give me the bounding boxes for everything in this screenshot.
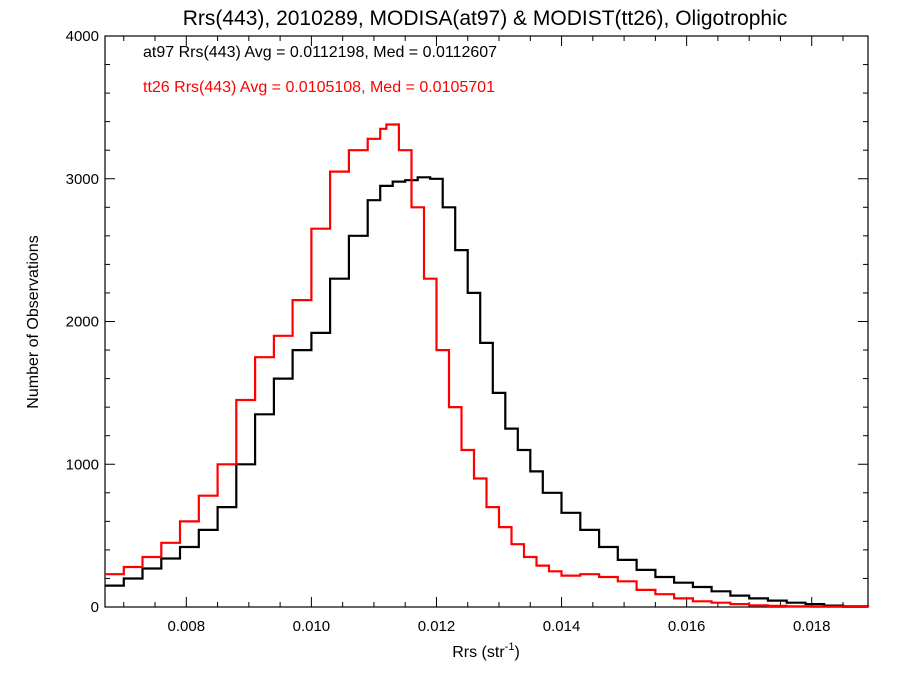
y-tick-label: 3000 — [66, 171, 99, 188]
x-tick-label: 0.018 — [793, 618, 831, 635]
x-tick-label: 0.016 — [668, 618, 706, 635]
y-tick-label: 1000 — [66, 456, 99, 473]
y-tick-label: 4000 — [66, 28, 99, 45]
x-tick-label: 0.010 — [293, 618, 331, 635]
series-line-at97 — [105, 176, 870, 608]
x-tick-label: 0.012 — [418, 618, 456, 635]
series-lines — [105, 123, 870, 608]
legend-entry-at97: at97 Rrs(443) Avg = 0.0112198, Med = 0.0… — [143, 44, 497, 61]
series-line-tt26 — [105, 123, 870, 608]
chart-title: Rrs(443), 2010289, MODISA(at97) & MODIST… — [183, 7, 788, 30]
x-axis-ticks: 0.008 0.010 0.012 0.014 0.016 0.018 — [123, 36, 844, 635]
x-tick-label: 0.014 — [543, 618, 581, 635]
legend-entry-tt26: tt26 Rrs(443) Avg = 0.0105108, Med = 0.0… — [143, 79, 495, 96]
y-tick-label: 2000 — [66, 314, 99, 331]
plot-frame — [104, 35, 869, 608]
x-axis-label: Rrs (str-1) — [452, 641, 520, 661]
y-axis-label: Number of Observations — [25, 235, 42, 408]
y-axis-ticks: 0 1000 2000 3000 4000 — [66, 28, 868, 616]
x-tick-label: 0.008 — [168, 618, 206, 635]
y-tick-label: 0 — [91, 599, 99, 616]
